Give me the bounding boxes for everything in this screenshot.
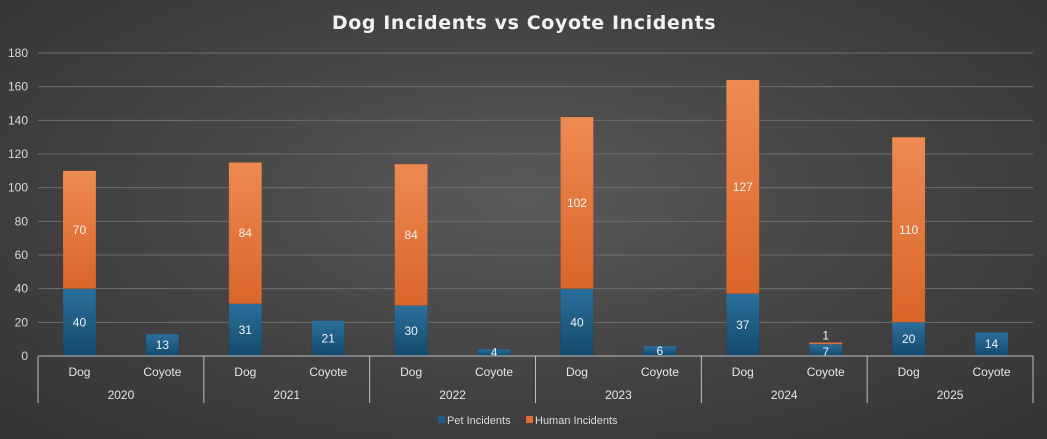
y-tick-label: 40 — [15, 282, 29, 296]
data-label-human-incidents: 84 — [239, 226, 253, 240]
y-tick-label: 80 — [15, 214, 29, 228]
bar-pet-incidents — [62, 288, 97, 357]
x-category-label: Coyote — [807, 365, 845, 379]
bar-human-incidents — [726, 79, 760, 294]
data-labels: 40 70 13 31 84 21 30 84 4 40 102 6 37 127 7 1 20 110 14 — [73, 180, 999, 360]
x-category-label: Dog — [898, 365, 920, 379]
x-group-label: 2020 — [108, 388, 135, 402]
x-axis: Dog Coyote Dog Coyote Dog Coyote Dog Coyote Dog C… — [37, 355, 1034, 403]
x-group-label: 2023 — [605, 388, 632, 402]
data-label-pet-incidents: 40 — [73, 315, 87, 329]
data-label-pet-incidents: 7 — [822, 345, 829, 359]
y-tick-label: 160 — [8, 80, 28, 94]
data-label-pet-incidents: 21 — [322, 331, 336, 345]
x-category-label: Dog — [566, 365, 588, 379]
bar-pet-incidents — [891, 322, 926, 357]
data-label-pet-incidents: 6 — [657, 344, 664, 358]
y-tick-label: 60 — [15, 248, 29, 262]
data-label-human-incidents: 1 — [822, 329, 829, 343]
data-label-pet-incidents: 20 — [902, 332, 916, 346]
data-label-human-incidents: 84 — [404, 228, 418, 242]
y-tick-label: 120 — [8, 147, 28, 161]
data-label-human-incidents: 102 — [567, 196, 587, 210]
legend-label: Human Incidents — [535, 415, 618, 427]
data-label-pet-incidents: 40 — [570, 315, 584, 329]
x-group-label: 2024 — [771, 388, 798, 402]
x-group-label: 2025 — [937, 388, 964, 402]
x-category-label: Coyote — [309, 365, 347, 379]
y-tick-label: 180 — [8, 46, 28, 60]
bar-pet-incidents — [560, 288, 594, 357]
data-label-pet-incidents: 30 — [404, 324, 418, 338]
bar-human-incidents — [891, 136, 926, 323]
legend-label: Pet Incidents — [447, 415, 511, 427]
data-label-human-incidents: 70 — [73, 223, 87, 237]
bars — [62, 79, 1009, 357]
x-category-label: Dog — [732, 365, 754, 379]
data-label-pet-incidents: 13 — [156, 338, 170, 352]
bar-human-incidents — [394, 163, 428, 306]
data-label-human-incidents: 110 — [899, 223, 918, 237]
x-category-label: Coyote — [475, 365, 513, 379]
bar-pet-incidents — [726, 293, 760, 357]
data-label-pet-incidents: 31 — [239, 323, 253, 337]
x-group-label: 2021 — [273, 388, 300, 402]
gridlines — [38, 52, 1033, 323]
x-category-label: Coyote — [641, 365, 679, 379]
legend-swatch — [438, 416, 445, 423]
bar-human-incidents — [62, 170, 97, 289]
x-category-label: Coyote — [143, 365, 181, 379]
y-tick-label: 140 — [8, 113, 28, 127]
y-tick-label: 20 — [15, 315, 29, 329]
data-label-pet-incidents: 14 — [985, 337, 999, 351]
bar-human-incidents — [808, 342, 843, 345]
x-category-label: Dog — [400, 365, 422, 379]
legend-swatch — [526, 416, 533, 423]
chart-title: Dog Incidents vs Coyote Incidents — [332, 12, 716, 34]
bar-human-incidents — [560, 116, 594, 289]
y-axis-ticks: 0 20 40 60 80 100 120 140 160 180 — [8, 46, 28, 363]
x-category-label: Dog — [234, 365, 256, 379]
data-label-human-incidents: 127 — [733, 180, 753, 194]
data-label-pet-incidents: 4 — [491, 346, 498, 360]
y-tick-label: 0 — [21, 349, 28, 363]
bar-pet-incidents — [228, 303, 263, 357]
legend: Pet Incidents Human Incidents — [438, 415, 618, 427]
y-tick-label: 100 — [8, 181, 28, 195]
data-label-pet-incidents: 37 — [736, 318, 750, 332]
x-category-label: Dog — [68, 365, 90, 379]
x-group-label: 2022 — [439, 388, 466, 402]
x-category-label: Coyote — [973, 365, 1011, 379]
bar-human-incidents — [228, 162, 263, 305]
